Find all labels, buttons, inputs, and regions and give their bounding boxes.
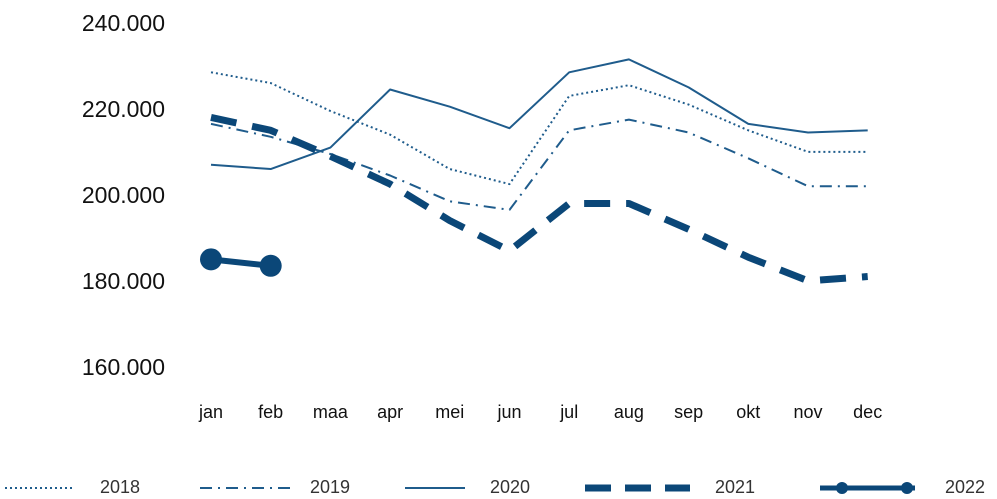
x-tick-label: jun xyxy=(496,402,521,422)
x-tick-label: aug xyxy=(614,402,644,422)
y-tick-label: 220.000 xyxy=(82,96,165,122)
x-tick-label: jan xyxy=(198,402,223,422)
x-tick-label: nov xyxy=(793,402,822,422)
series-line xyxy=(210,118,868,211)
series-line xyxy=(210,71,868,186)
x-tick-label: jul xyxy=(559,402,578,422)
series-line xyxy=(210,114,868,285)
y-tick-label: 160.000 xyxy=(82,354,165,380)
y-tick-label: 180.000 xyxy=(82,268,165,294)
legend-label: 2022 xyxy=(945,477,985,497)
x-tick-label: sep xyxy=(674,402,703,422)
y-tick-label: 200.000 xyxy=(82,182,165,208)
x-tick-label: mei xyxy=(435,402,464,422)
legend-label: 2019 xyxy=(310,477,350,497)
marker xyxy=(200,248,222,271)
legend-marker xyxy=(836,482,848,494)
x-tick-label: feb xyxy=(258,402,283,422)
x-tick-label: apr xyxy=(377,402,403,422)
legend-label: 2018 xyxy=(100,477,140,497)
y-tick-label: 240.000 xyxy=(82,10,165,36)
x-tick-label: dec xyxy=(853,402,882,422)
x-tick-label: okt xyxy=(736,402,760,422)
x-tick-label: maa xyxy=(313,402,349,422)
marker xyxy=(259,254,282,277)
legend-label: 2020 xyxy=(490,477,530,497)
series-line xyxy=(210,58,868,171)
legend-label: 2021 xyxy=(715,477,755,497)
legend-marker xyxy=(901,482,913,494)
